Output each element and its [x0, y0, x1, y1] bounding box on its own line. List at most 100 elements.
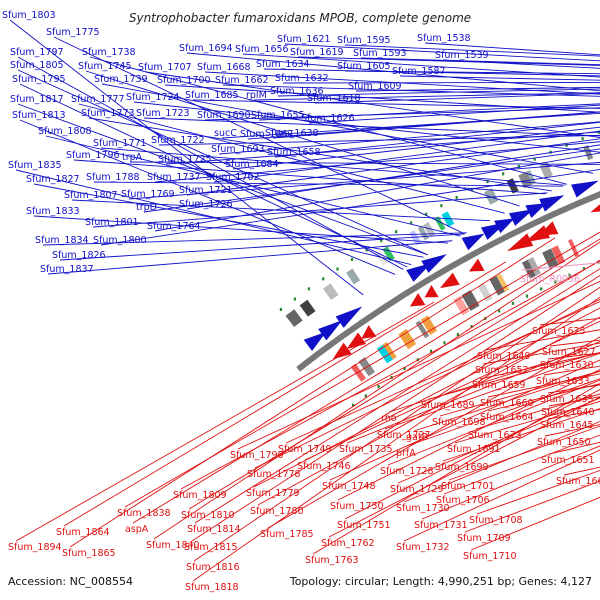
- gene-label: Sfum_1810: [181, 510, 235, 521]
- gc-marker: [440, 204, 443, 208]
- gene-label: Sfum_1727: [377, 430, 431, 441]
- gene-label: Sfum_1778: [247, 469, 301, 480]
- gc-marker: [456, 333, 460, 337]
- gene-label: Sfum_1651: [541, 455, 595, 466]
- gene-label: Sfum_1728: [380, 466, 434, 477]
- forward-gene-arrow: [421, 254, 447, 273]
- leader-line: [388, 345, 600, 413]
- cog-box: [350, 363, 367, 382]
- leader-line: [63, 261, 507, 527]
- gene-label: Sfum_1775: [46, 27, 100, 38]
- gene-label: Sfum_1771: [93, 138, 147, 149]
- gene-label: Sfum_1690: [197, 110, 251, 121]
- gene-label: Sfum_1790: [230, 450, 284, 461]
- gene-label: Sfum_1605: [337, 61, 391, 72]
- gene-label: Sfum_1795: [12, 74, 66, 85]
- gc-marker: [377, 385, 380, 389]
- leader-line: [277, 88, 600, 97]
- forward-gene-arrow: [406, 263, 432, 282]
- topology-label: Topology: circular; Length: 4,990,251 bp…: [289, 575, 592, 588]
- gc-marker: [322, 277, 325, 281]
- gc-marker: [365, 248, 368, 252]
- gc-marker: [511, 301, 515, 305]
- gene-label: Sfum_1689: [421, 400, 475, 411]
- gene-label: Sfum_1773: [81, 108, 135, 119]
- gene-label: Sfum_1724: [126, 92, 180, 103]
- leader-line: [191, 274, 600, 542]
- gene-label: Sfum_1685: [185, 90, 239, 101]
- gene-label: Sfum_1796: [66, 150, 120, 161]
- gene-label: Sfum_1737: [147, 172, 201, 183]
- gene-label: Sfum_1815: [184, 542, 238, 553]
- cog-box: [526, 169, 536, 185]
- gene-label: Sfum_1797: [10, 47, 64, 58]
- leader-line: [192, 99, 600, 109]
- leader-line: [93, 181, 563, 187]
- gene-label: Sfum_1780: [250, 506, 304, 517]
- leader-line: [213, 130, 600, 183]
- gene-label: Sfum_1769: [121, 189, 175, 200]
- gene-label: Sfum_1730: [396, 503, 450, 514]
- leader-line: [154, 152, 600, 232]
- gene-label: Sfum_1636: [270, 86, 324, 97]
- leader-line: [47, 240, 453, 275]
- gene-label: Sfum_1809: [173, 490, 227, 501]
- gene-label: prfA: [396, 448, 416, 459]
- gene-label: Sfum_1625: [532, 326, 586, 337]
- gene-label: Sfum_1865: [62, 548, 116, 559]
- leader-line: [232, 126, 600, 170]
- leader-line: [192, 296, 600, 582]
- leader-line: [143, 117, 600, 137]
- cog-box: [496, 273, 510, 292]
- gene-label: Sfum_1701: [441, 481, 495, 492]
- leader-line: [399, 75, 600, 81]
- gene-label: Sfum_1739: [94, 74, 148, 85]
- leader-line: [428, 352, 600, 400]
- gene-label: Sfum_1635: [540, 394, 594, 405]
- gene-label: Sfum_1587: [392, 66, 446, 77]
- reverse-gene-arrow: [538, 221, 559, 236]
- cog-box: [551, 245, 566, 265]
- leader-line: [314, 93, 600, 104]
- reverse-gene-arrow: [590, 204, 600, 213]
- gene-label: Sfum_1632: [275, 73, 329, 84]
- gene-label: Sfum_1702: [206, 172, 260, 183]
- gene-label: Sfum_1660: [480, 398, 534, 409]
- gc-marker: [443, 341, 446, 345]
- leader-line: [360, 57, 600, 66]
- gc-marker: [403, 367, 406, 371]
- gc-marker: [380, 239, 383, 243]
- gene-label: Sfum_1827: [26, 174, 80, 185]
- leader-line: [154, 141, 600, 183]
- cog-box: [323, 283, 339, 301]
- gc-marker: [486, 180, 489, 184]
- gc-marker: [336, 267, 339, 271]
- gene-label: Sfum_1745: [78, 61, 132, 72]
- gc-marker: [395, 230, 398, 234]
- gene-label: Sfum_1661: [556, 476, 600, 487]
- label-leader-lines: [9, 19, 600, 582]
- gene-label: Sfum_1595: [337, 35, 391, 46]
- gene-label: Sfum_1800: [93, 235, 147, 246]
- leader-line: [69, 237, 556, 548]
- reverse-gene-arrow: [346, 332, 367, 350]
- leader-line: [337, 368, 600, 501]
- gc-marker: [470, 324, 473, 328]
- leader-line: [19, 119, 396, 275]
- forward-gene-arrow: [494, 218, 515, 234]
- gene-label: Sfum_1807: [64, 190, 118, 201]
- leader-line: [186, 144, 600, 210]
- reverse-gene-arrow: [409, 293, 426, 307]
- leader-line: [308, 104, 600, 124]
- gc-marker: [525, 294, 529, 298]
- leader-line: [346, 341, 600, 444]
- leader-line: [282, 82, 600, 84]
- cog-box: [489, 275, 505, 296]
- leader-line: [88, 117, 552, 192]
- gene-label: Sfum_1693: [211, 144, 265, 155]
- gene-label: Sfum_1668: [197, 62, 251, 73]
- leader-line: [143, 148, 600, 213]
- gene-label: Sfum_1593: [353, 48, 407, 59]
